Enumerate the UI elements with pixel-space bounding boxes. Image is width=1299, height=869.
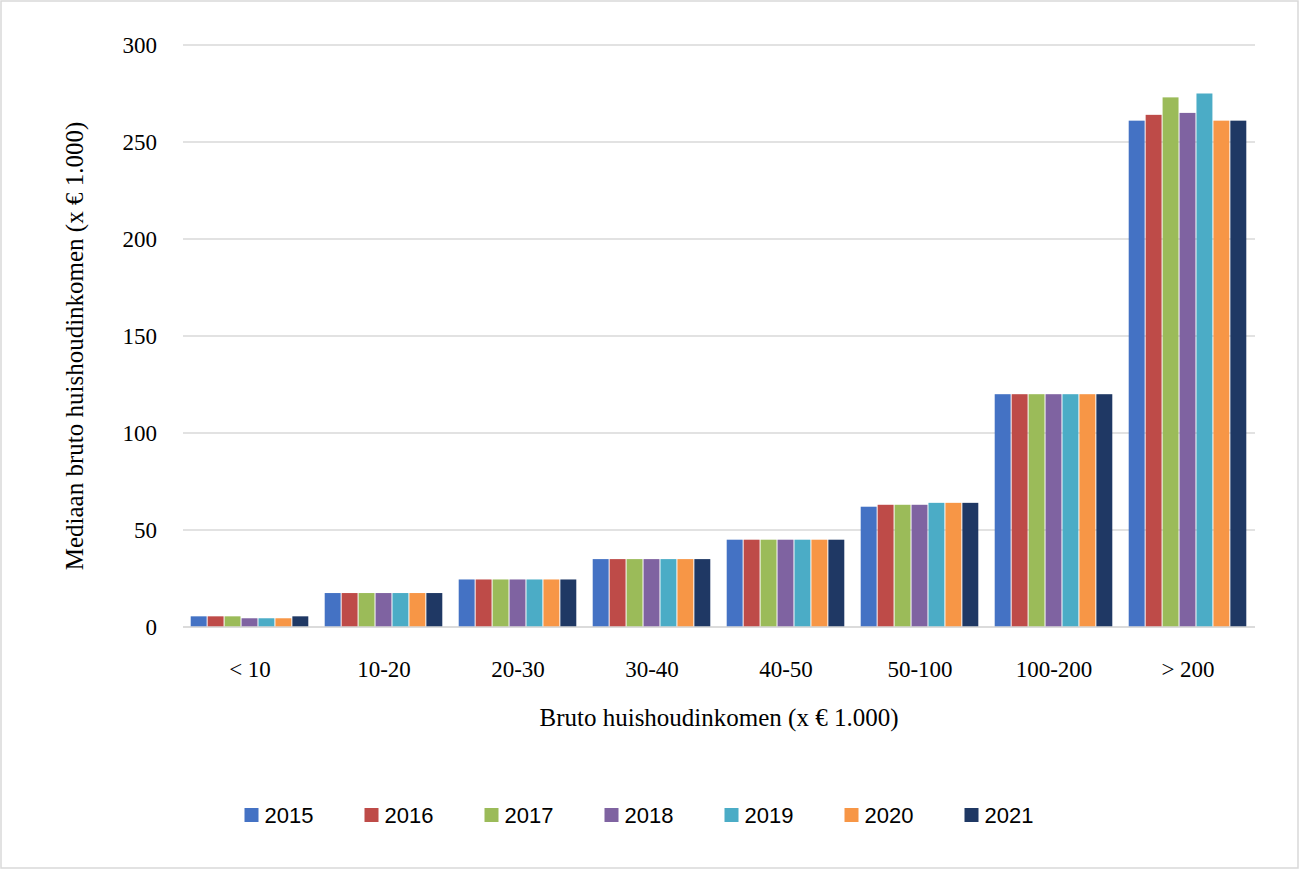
x-tick-label: 10-20 [357, 657, 411, 682]
bar [811, 540, 827, 627]
y-tick-label: 100 [123, 421, 158, 446]
legend-swatch [365, 808, 379, 822]
bar [1180, 113, 1196, 627]
bar [660, 559, 676, 627]
bar [761, 540, 777, 627]
y-tick-label: 50 [134, 518, 157, 543]
bar [359, 593, 375, 627]
bar [677, 559, 693, 627]
x-tick-label: 100-200 [1016, 657, 1093, 682]
x-tick-label: 50-100 [887, 657, 952, 682]
bar [526, 579, 542, 627]
legend-label: 2020 [865, 803, 914, 828]
bar [191, 616, 207, 627]
bar [610, 559, 626, 627]
bar [1079, 394, 1095, 627]
grid-line [183, 335, 1255, 337]
bar [1196, 94, 1212, 628]
legend-label: 2015 [265, 803, 314, 828]
bar [945, 503, 961, 627]
bar [627, 559, 643, 627]
y-tick-label: 200 [123, 227, 158, 252]
bar [275, 618, 291, 627]
x-tick-label: < 10 [229, 657, 271, 682]
bar [1163, 97, 1179, 627]
bar [242, 618, 258, 627]
grid-line [183, 238, 1255, 240]
legend-label: 2021 [985, 803, 1034, 828]
bar [794, 540, 810, 627]
bar [1213, 121, 1229, 627]
bar [895, 505, 911, 627]
bar [392, 593, 408, 627]
bar [1129, 121, 1145, 627]
bar [778, 540, 794, 627]
bar [694, 559, 710, 627]
bar [861, 507, 877, 627]
bar [493, 579, 509, 627]
bar [208, 616, 224, 627]
legend-swatch [845, 808, 859, 822]
grid-line [183, 44, 1255, 46]
x-tick-label: 30-40 [625, 657, 679, 682]
x-axis-title: Bruto huishoudinkomen (x € 1.000) [539, 704, 898, 732]
bar [1096, 394, 1112, 627]
legend-label: 2018 [625, 803, 674, 828]
bar [727, 540, 743, 627]
chart: 0 50 100 150 200 250 300 < 10 10-20 20-30 30-40 40-… [0, 0, 1299, 869]
bar [644, 559, 660, 627]
x-tick-label: > 200 [1161, 657, 1214, 682]
bar [325, 593, 341, 627]
legend-swatch [605, 808, 619, 822]
bar [1046, 394, 1062, 627]
bar [1062, 394, 1078, 627]
bars [191, 94, 1247, 628]
y-tick-label: 0 [146, 615, 158, 640]
legend-swatch [725, 808, 739, 822]
legend-label: 2016 [385, 803, 434, 828]
y-tick-label: 300 [123, 33, 158, 58]
legend: 2015 2016 2017 2018 2019 2020 2021 [245, 803, 1034, 828]
bar [744, 540, 760, 627]
bar [878, 505, 894, 627]
grid-line [183, 141, 1255, 143]
bar [962, 503, 978, 627]
x-tick-label: 20-30 [491, 657, 545, 682]
legend-label: 2017 [505, 803, 554, 828]
y-axis-title: Mediaan bruto huishoudinkomen (x € 1.000… [61, 122, 89, 571]
bar [225, 616, 241, 627]
bar [928, 503, 944, 627]
bar [1146, 115, 1162, 627]
bar [376, 593, 392, 627]
legend-label: 2019 [745, 803, 794, 828]
bar [342, 593, 358, 627]
bar [828, 540, 844, 627]
bar [543, 579, 559, 627]
bar [258, 618, 274, 627]
bar [1029, 394, 1045, 627]
legend-swatch [245, 808, 259, 822]
bar [560, 579, 576, 627]
bar [593, 559, 609, 627]
bar [995, 394, 1011, 627]
bar [1230, 121, 1246, 627]
bar [292, 616, 308, 627]
bar [912, 505, 928, 627]
bar [409, 593, 425, 627]
bar [476, 579, 492, 627]
y-tick-label: 150 [123, 324, 158, 349]
grid-line [183, 626, 1255, 628]
legend-swatch [485, 808, 499, 822]
y-tick-label: 250 [123, 130, 158, 155]
chart-border [1, 1, 1298, 868]
bar [426, 593, 442, 627]
bar [1012, 394, 1028, 627]
bar [459, 579, 475, 627]
x-tick-label: 40-50 [759, 657, 813, 682]
x-axis-line [183, 626, 1255, 628]
bar [510, 579, 526, 627]
legend-swatch [965, 808, 979, 822]
